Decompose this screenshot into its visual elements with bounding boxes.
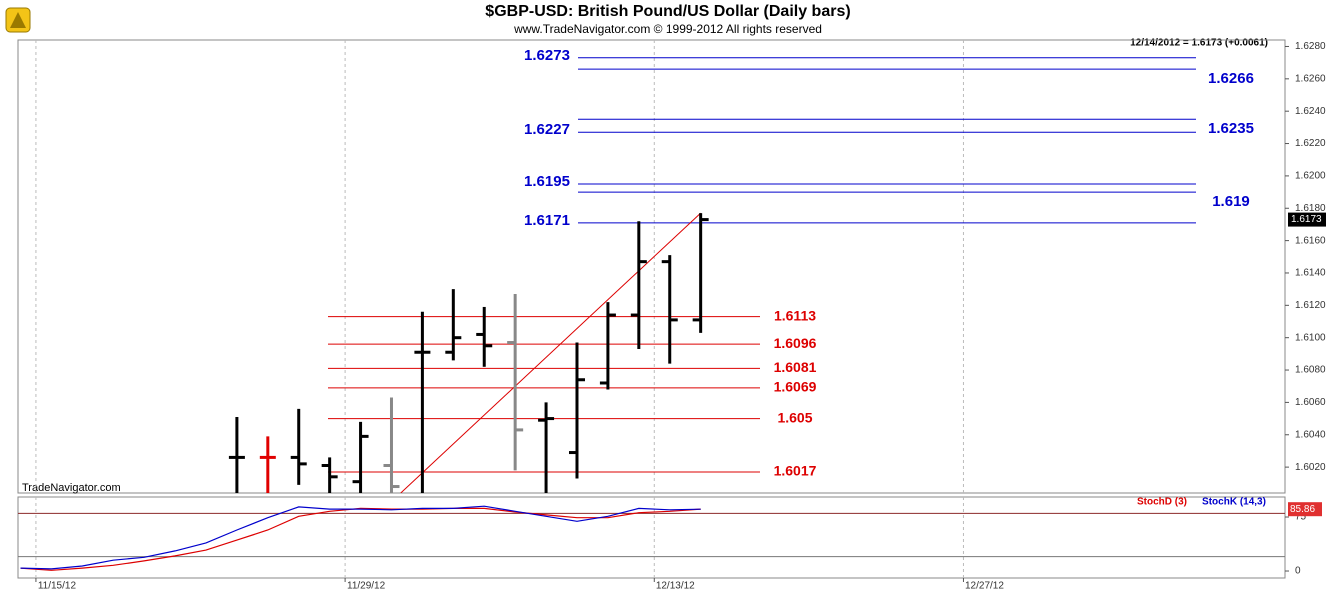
level-label: 1.605	[777, 409, 812, 425]
y-tick-label: 1.6140	[1295, 268, 1326, 279]
y-tick-label: 1.6160	[1295, 235, 1326, 246]
y-tick-label: 1.6040	[1295, 429, 1326, 440]
level-label: 1.6195	[524, 173, 570, 190]
stoch-line	[20, 505, 701, 570]
x-tick-label: 12/27/12	[965, 581, 1004, 592]
y-tick-label: 75	[1295, 512, 1307, 523]
y-tick-label: 1.6180	[1295, 203, 1326, 214]
level-label: 1.6235	[1208, 120, 1254, 137]
y-tick-label: 0	[1295, 566, 1301, 577]
legend-entry: StochD (3)	[1137, 497, 1187, 508]
x-tick-label: 12/13/12	[656, 581, 695, 592]
level-label: 1.619	[1212, 193, 1250, 210]
chart-title: $GBP-USD: British Pound/US Dollar (Daily…	[485, 3, 850, 20]
last-price-box	[1288, 212, 1326, 227]
y-tick-label: 1.6260	[1295, 73, 1326, 84]
y-tick-label: 1.6220	[1295, 138, 1326, 149]
y-tick-label: 1.6120	[1295, 300, 1326, 311]
level-label: 1.6096	[774, 335, 817, 351]
y-tick-label: 1.6200	[1295, 171, 1326, 182]
stoch-panel	[17, 496, 1286, 579]
last-value-box	[1288, 502, 1322, 517]
y-tick-label: 1.6280	[1295, 41, 1326, 52]
level-label: 1.6017	[774, 463, 817, 479]
level-label: 1.6069	[774, 379, 817, 395]
chart-subtitle: www.TradeNavigator.com © 1999-2012 All r…	[513, 22, 822, 36]
level-label: 1.6273	[524, 47, 570, 64]
y-tick-label: 1.6060	[1295, 397, 1326, 408]
x-tick-label: 11/15/12	[38, 581, 77, 592]
watermark: TradeNavigator.com	[22, 482, 121, 494]
trendline	[400, 212, 702, 493]
status: 12/14/2012 = 1.6173 (+0.0061)	[1130, 38, 1268, 49]
y-tick-label: 1.6080	[1295, 365, 1326, 376]
y-tick-label: 1.6020	[1295, 462, 1326, 473]
y-tick-label: 1.6100	[1295, 332, 1326, 343]
legend-entry: StochK (14,3)	[1202, 497, 1266, 508]
level-label: 1.6266	[1208, 70, 1254, 87]
x-tick-label: 11/29/12	[347, 581, 386, 592]
logo	[5, 7, 31, 33]
price-panel	[17, 39, 1286, 494]
level-label: 1.6171	[524, 212, 570, 229]
last-price-label: 1.6173	[1291, 214, 1322, 225]
y-tick-label: 1.6240	[1295, 106, 1326, 117]
last-value-label: 85.86	[1290, 504, 1315, 515]
level-label: 1.6227	[524, 121, 570, 138]
stoch-line	[20, 507, 701, 571]
level-label: 1.6081	[774, 359, 817, 375]
level-label: 1.6113	[774, 307, 816, 323]
